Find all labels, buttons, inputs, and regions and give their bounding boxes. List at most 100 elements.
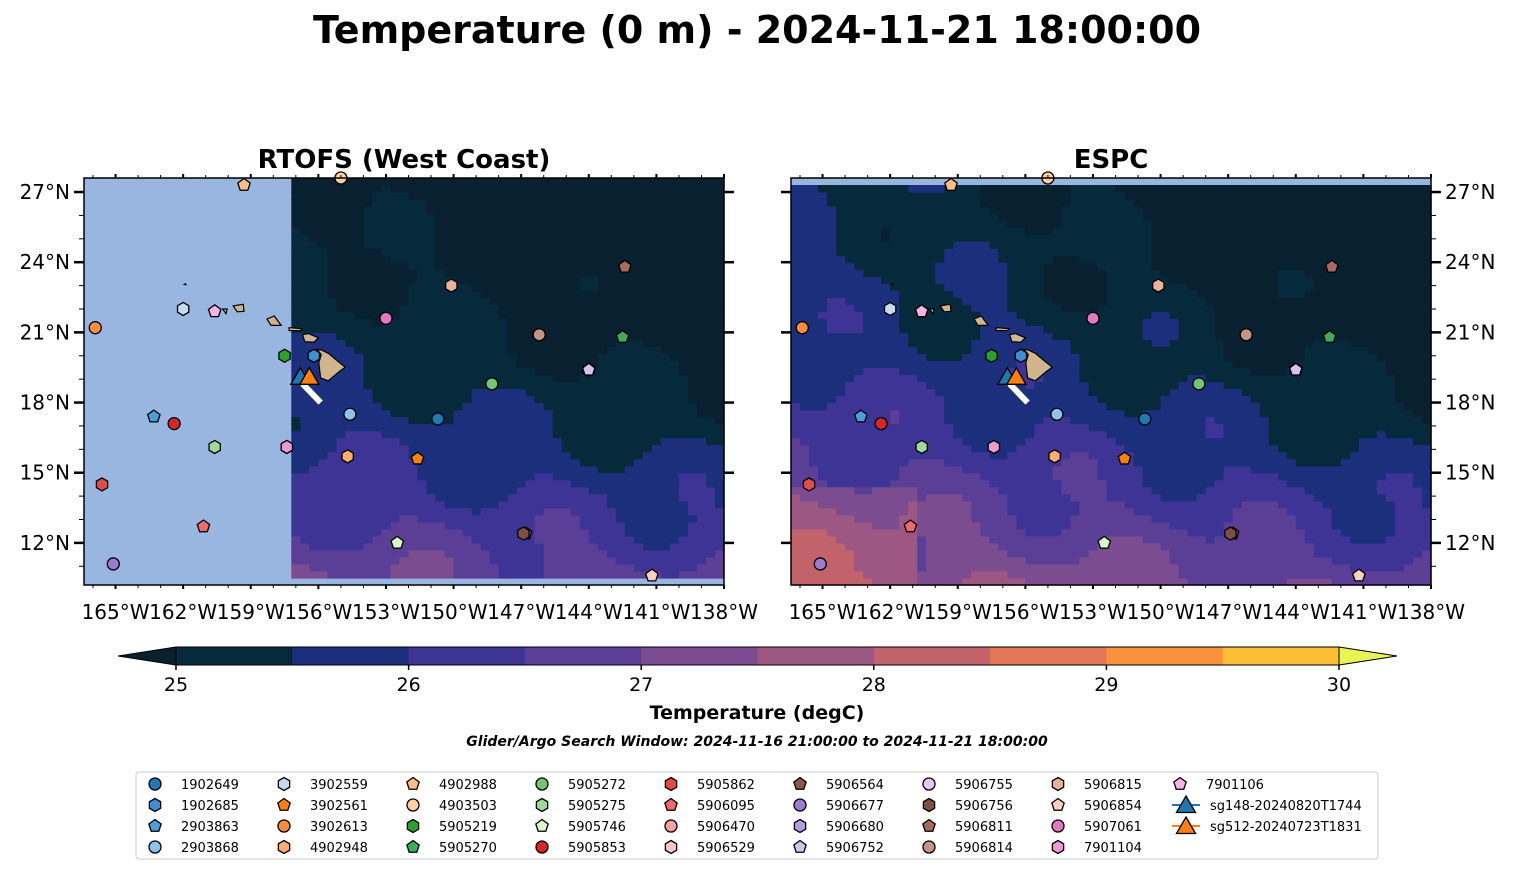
field-cell — [426, 444, 437, 453]
field-cell — [507, 388, 518, 397]
field-cell — [1160, 571, 1171, 579]
field-cell — [642, 220, 653, 228]
field-cell — [444, 416, 455, 425]
field-cell — [1214, 465, 1225, 474]
field-cell — [462, 304, 473, 312]
field-cell — [651, 290, 662, 298]
field-cell — [480, 325, 491, 333]
field-cell — [354, 332, 364, 340]
field-cell — [1404, 556, 1414, 565]
field-cell — [327, 423, 337, 432]
field-cell — [1277, 430, 1288, 439]
field-cell — [1187, 395, 1198, 404]
field-cell — [687, 430, 698, 439]
field-cell — [1223, 535, 1234, 544]
field-cell — [318, 444, 328, 453]
field-cell — [543, 325, 554, 333]
field-cell — [1404, 563, 1414, 572]
field-cell — [363, 353, 373, 361]
field-cell — [715, 185, 725, 193]
field-cell — [291, 423, 301, 432]
field-cell — [453, 353, 464, 361]
field-cell — [336, 234, 346, 242]
field-cell — [453, 402, 464, 411]
field-cell — [845, 458, 855, 467]
field-cell — [597, 444, 608, 453]
field-cell — [444, 346, 455, 354]
field-cell — [1160, 437, 1171, 446]
field-cell — [525, 388, 536, 397]
field-cell — [1241, 556, 1252, 565]
x-tick-label: 144°W — [555, 600, 623, 624]
field-cell — [1052, 465, 1062, 474]
field-cell — [836, 374, 846, 383]
field-cell — [489, 423, 500, 432]
field-cell — [561, 388, 572, 397]
field-cell — [908, 571, 918, 579]
field-cell — [818, 465, 828, 474]
field-cell — [1079, 549, 1090, 558]
field-cell — [989, 514, 999, 523]
field-cell — [1196, 430, 1207, 439]
field-cell — [327, 297, 337, 305]
field-cell — [863, 535, 873, 544]
field-cell — [372, 318, 383, 326]
field-cell — [516, 437, 527, 446]
field-cell — [597, 402, 608, 411]
field-cell — [1349, 556, 1360, 565]
field-cell — [697, 479, 707, 488]
field-cell — [408, 297, 419, 305]
field-cell — [489, 521, 500, 530]
field-cell — [642, 535, 653, 544]
field-cell — [453, 318, 464, 326]
field-cell — [926, 374, 936, 383]
field-cell — [881, 486, 891, 495]
field-cell — [687, 325, 698, 333]
field-cell — [579, 227, 590, 235]
field-cell — [390, 571, 401, 579]
field-cell — [1115, 416, 1126, 425]
field-cell — [1124, 535, 1135, 544]
field-cell — [1313, 388, 1324, 397]
field-cell — [678, 437, 689, 446]
field-cell — [327, 346, 337, 354]
field-cell — [489, 493, 500, 502]
field-cell — [1016, 578, 1026, 586]
field-cell — [1142, 423, 1153, 432]
field-cell — [552, 479, 563, 488]
field-cell — [597, 199, 608, 207]
field-cell — [926, 444, 936, 453]
field-cell — [597, 549, 608, 558]
field-cell — [435, 304, 446, 312]
field-cell — [597, 563, 608, 572]
field-cell — [507, 402, 518, 411]
field-cell — [715, 325, 725, 333]
field-cell — [642, 339, 653, 347]
field-cell — [800, 395, 810, 404]
field-cell — [615, 472, 626, 481]
field-cell — [336, 213, 346, 221]
field-cell — [1079, 563, 1090, 572]
field-cell — [1187, 493, 1198, 502]
field-cell — [444, 556, 455, 565]
field-cell — [1196, 479, 1207, 488]
field-cell — [660, 521, 671, 530]
field-cell — [399, 227, 410, 235]
field-cell — [1385, 521, 1396, 530]
argo-marker-1902649 — [431, 412, 445, 426]
field-cell — [1151, 528, 1162, 537]
field-cell — [998, 465, 1008, 474]
field-cell — [1052, 578, 1062, 586]
field-cell — [971, 430, 981, 439]
field-cell — [552, 563, 563, 572]
field-cell — [507, 262, 518, 270]
field-cell — [516, 374, 527, 383]
field-cell — [1277, 395, 1288, 404]
field-cell — [498, 276, 509, 284]
field-cell — [354, 395, 364, 404]
field-cell — [336, 374, 346, 383]
field-cell — [1142, 451, 1153, 460]
field-cell — [1007, 465, 1017, 474]
field-cell — [354, 178, 364, 186]
field-cell — [827, 493, 837, 502]
